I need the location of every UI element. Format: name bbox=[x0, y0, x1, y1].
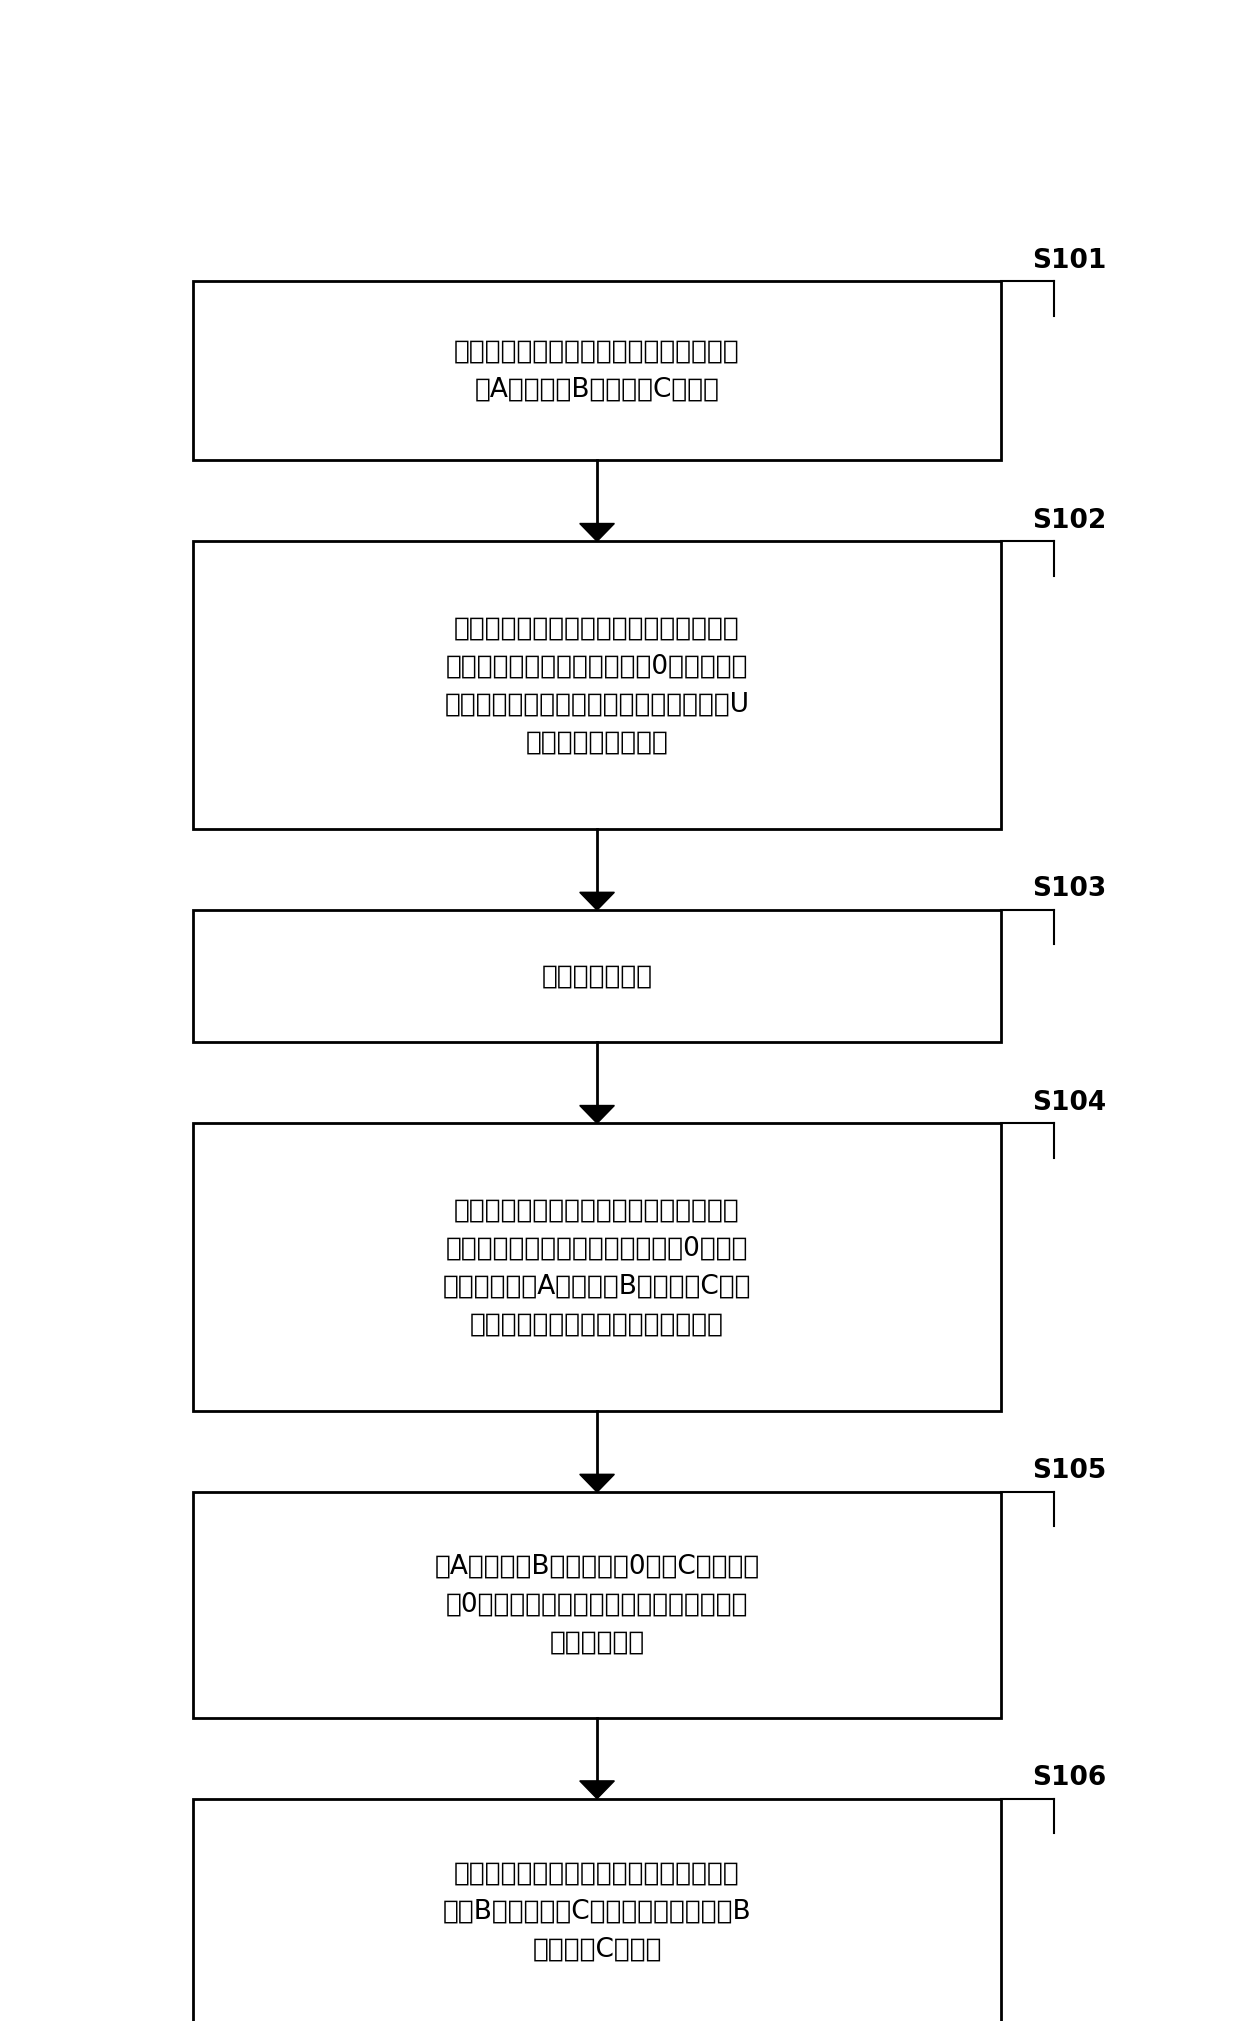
Bar bbox=[193, 542, 1001, 829]
Text: 实时采集三相交流电机的电机控制器对应
的A相电流、B相电流和C相电流: 实时采集三相交流电机的电机控制器对应 的A相电流、B相电流和C相电流 bbox=[454, 340, 740, 402]
Text: S105: S105 bbox=[1032, 1459, 1106, 1483]
Text: S101: S101 bbox=[1032, 249, 1106, 273]
Text: S103: S103 bbox=[1032, 877, 1106, 901]
Text: 将直轴电压清零: 将直轴电压清零 bbox=[542, 964, 652, 988]
Bar bbox=[193, 1124, 1001, 1411]
Polygon shape bbox=[580, 1781, 614, 1799]
Text: S106: S106 bbox=[1032, 1764, 1106, 1791]
Polygon shape bbox=[580, 1105, 614, 1124]
Text: 当三相交流电机处于电流闭环模式下时，
交换B相调制波和C相调制波，以及交换B
相电流和C相电流: 当三相交流电机处于电流闭环模式下时， 交换B相调制波和C相调制波，以及交换B 相… bbox=[443, 1861, 751, 1962]
Text: 当三相交流电机处于开环电压模式下时，
将交轴电压和正向夹角设置为0和第一夹角
阈值，增大直轴电压直至三相交流电机的U
相电流等于电流阈值: 当三相交流电机处于开环电压模式下时， 将交轴电压和正向夹角设置为0和第一夹角 阈… bbox=[445, 614, 749, 756]
Bar bbox=[193, 1491, 1001, 1718]
Text: 若A相电流和B相电流小于0，且C相电流大
于0，确定三相交流电机和电机控制器的相
序方向不一致: 若A相电流和B相电流小于0，且C相电流大 于0，确定三相交流电机和电机控制器的相… bbox=[434, 1554, 760, 1655]
Bar bbox=[193, 281, 1001, 461]
Polygon shape bbox=[580, 1475, 614, 1491]
Text: 当三相交流电机处于开环电压模式下时，
将交轴电压和所述正向夹角设置为0和第二
夹角阈值，以A相电流、B相电流和C相电
流满足预设条件为前提增大直轴电压: 当三相交流电机处于开环电压模式下时， 将交轴电压和所述正向夹角设置为0和第二 夹… bbox=[443, 1196, 751, 1338]
Text: S104: S104 bbox=[1032, 1089, 1106, 1116]
Polygon shape bbox=[580, 893, 614, 909]
Bar bbox=[193, 1799, 1001, 2021]
Bar bbox=[193, 909, 1001, 1043]
Text: S102: S102 bbox=[1032, 507, 1106, 534]
Polygon shape bbox=[580, 523, 614, 542]
